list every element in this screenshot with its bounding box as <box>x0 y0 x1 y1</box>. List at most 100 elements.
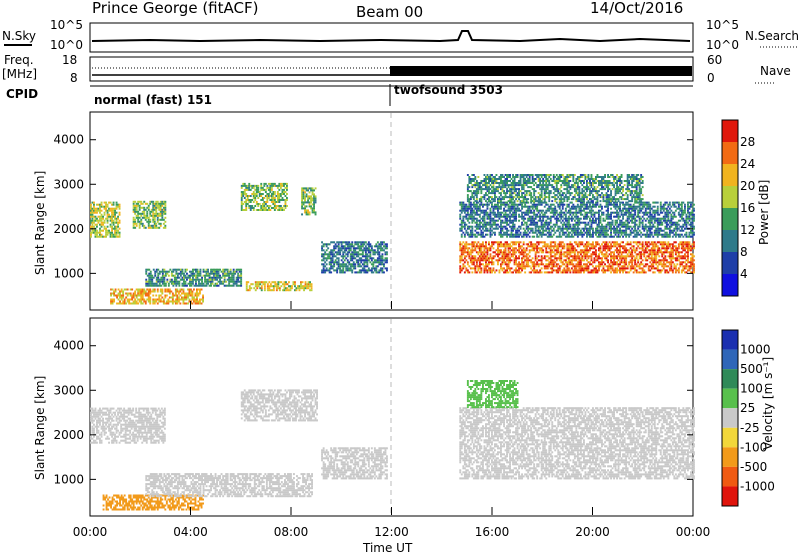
echo-cell <box>559 267 561 269</box>
echo-cell <box>330 263 332 265</box>
echo-cell <box>515 261 517 263</box>
echo-cell <box>572 214 574 216</box>
echo-cell <box>125 297 127 299</box>
echo-cell <box>681 271 683 273</box>
echo-cell <box>245 193 247 195</box>
echo-cell <box>502 228 504 230</box>
echo-cell <box>96 212 98 214</box>
echo-cell <box>586 247 588 249</box>
echo-cell <box>105 208 107 210</box>
echo-cell <box>676 249 678 251</box>
echo-cell <box>311 289 313 291</box>
echo-cell <box>563 263 565 265</box>
echo-cell <box>351 271 353 273</box>
echo-cell <box>354 249 356 251</box>
echo-cell <box>491 271 493 273</box>
echo-cell <box>595 249 597 251</box>
echo-cell <box>207 271 209 273</box>
echo-cell <box>642 267 644 269</box>
echo-cell <box>474 247 476 249</box>
echo-cell <box>560 222 562 224</box>
echo-cell <box>115 289 117 291</box>
echo-cell <box>616 267 618 269</box>
echo-cell <box>323 255 325 257</box>
echo-cell <box>536 261 538 263</box>
echo-cell <box>610 226 612 228</box>
echo-cell <box>175 271 177 273</box>
echo-cell <box>157 275 159 277</box>
echo-cell <box>634 267 636 269</box>
echo-cell <box>574 247 576 249</box>
echo-cell <box>514 249 516 251</box>
echo-cell <box>382 253 384 255</box>
echo-cell <box>275 207 277 209</box>
echo-cell <box>465 230 467 232</box>
echo-cell <box>571 243 573 245</box>
echo-cell <box>228 283 230 285</box>
echo-cell <box>603 212 605 214</box>
echo-cell <box>269 205 271 207</box>
echo-cell <box>274 191 276 193</box>
echo-cell <box>556 224 558 226</box>
echo-cell <box>634 259 636 261</box>
echo-cell <box>464 236 466 238</box>
echo-cell <box>338 259 340 261</box>
echo-cell <box>589 204 591 206</box>
echo-cell <box>624 269 626 271</box>
echo-cell <box>304 197 306 199</box>
echo-cell <box>324 271 326 273</box>
echo-cell <box>563 267 565 269</box>
echo-cell <box>591 259 593 261</box>
echo-cell <box>689 269 691 271</box>
echo-cell <box>368 247 370 249</box>
echo-cell <box>572 218 574 220</box>
echo-cell <box>473 261 475 263</box>
echo-cell <box>560 255 562 257</box>
echo-cell <box>145 219 147 221</box>
echo-cell <box>149 219 151 221</box>
echo-cell <box>508 263 510 265</box>
echo-cell <box>95 216 97 218</box>
echo-cell <box>459 214 461 216</box>
echo-cell <box>369 255 371 257</box>
echo-cell <box>609 249 611 251</box>
echo-cell <box>535 228 537 230</box>
echo-cell <box>160 285 162 287</box>
echo-cell <box>493 269 495 271</box>
echo-cell <box>550 257 552 259</box>
echo-cell <box>693 245 695 247</box>
echo-cell <box>533 249 535 251</box>
echo-cell <box>354 263 356 265</box>
echo-cell <box>526 249 528 251</box>
echo-cell <box>164 221 166 223</box>
echo-cell <box>137 203 139 205</box>
echo-cell <box>350 267 352 269</box>
echo-cell <box>536 208 538 210</box>
echo-cell <box>116 208 118 210</box>
echo-cell <box>119 293 121 295</box>
echo-cell <box>474 257 476 259</box>
echo-cell <box>335 247 337 249</box>
echo-cell <box>224 277 226 279</box>
nave-label: Nave <box>760 64 791 78</box>
echo-cell <box>237 273 239 275</box>
echo-cell <box>193 289 195 291</box>
echo-cell <box>515 212 517 214</box>
echo-cell <box>541 247 543 249</box>
echo-cell <box>182 271 184 273</box>
echo-cell <box>309 281 311 283</box>
echo-cell <box>186 273 188 275</box>
echo-cell <box>157 201 159 203</box>
echo-cell <box>96 226 98 228</box>
echo-cell <box>366 261 368 263</box>
echo-cell <box>114 216 116 218</box>
echo-cell <box>269 209 271 211</box>
echo-cell <box>105 228 107 230</box>
echo-cell <box>218 273 220 275</box>
echo-cell <box>628 249 630 251</box>
echo-cell <box>541 267 543 269</box>
echo-cell <box>569 226 571 228</box>
echo-cell <box>490 267 492 269</box>
echo-cell <box>242 203 244 205</box>
echo-cell <box>503 259 505 261</box>
